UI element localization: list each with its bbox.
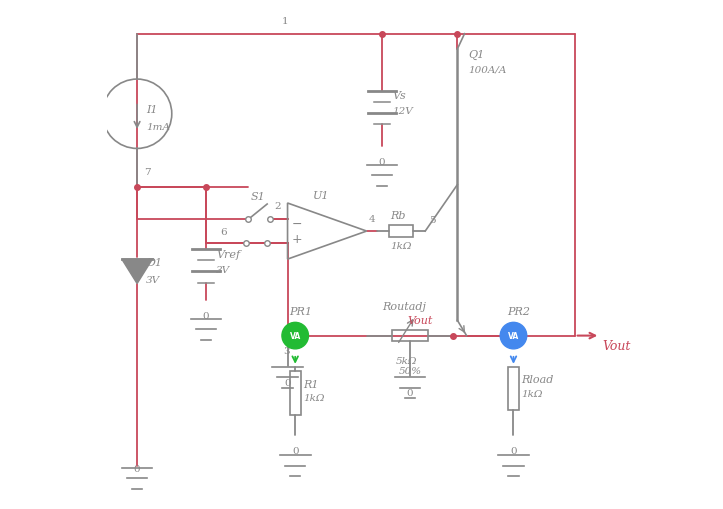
Text: +: +	[291, 233, 302, 246]
Text: U1: U1	[313, 191, 330, 201]
Text: VA: VA	[290, 331, 301, 341]
Text: 4: 4	[369, 214, 376, 223]
Text: 0: 0	[284, 378, 291, 387]
Text: 100A/A: 100A/A	[469, 66, 507, 75]
Text: 3V: 3V	[216, 265, 230, 274]
Text: 1kΩ: 1kΩ	[304, 393, 325, 403]
Text: Vs: Vs	[392, 91, 406, 101]
Circle shape	[282, 323, 309, 349]
Polygon shape	[121, 260, 153, 284]
Text: 12V: 12V	[392, 106, 413, 116]
Text: Vout: Vout	[603, 340, 631, 353]
Text: 0: 0	[134, 464, 140, 473]
Text: 3V: 3V	[146, 275, 161, 285]
Text: 1kΩ: 1kΩ	[521, 389, 543, 398]
Text: 0: 0	[510, 446, 517, 455]
Text: 0: 0	[202, 311, 209, 320]
Text: Rb: Rb	[390, 210, 406, 220]
Text: Vout: Vout	[407, 316, 433, 326]
Text: 0: 0	[406, 388, 414, 398]
Text: 6: 6	[221, 228, 227, 237]
Text: Routadj: Routadj	[382, 301, 426, 312]
Text: D1: D1	[146, 257, 162, 267]
Text: Vref: Vref	[216, 249, 240, 260]
Text: I1: I1	[146, 104, 158, 115]
Bar	[290, 372, 301, 415]
Text: PR2: PR2	[508, 306, 531, 317]
Text: 1: 1	[282, 17, 288, 26]
Text: 2: 2	[275, 201, 281, 210]
Text: R1: R1	[304, 379, 319, 389]
Text: 5: 5	[429, 216, 435, 225]
Text: 3: 3	[283, 347, 290, 356]
Text: Rload: Rload	[521, 375, 554, 385]
Text: VA: VA	[508, 331, 519, 341]
Bar	[389, 226, 414, 237]
Circle shape	[500, 323, 527, 349]
Text: 7: 7	[145, 167, 151, 177]
Bar	[508, 367, 519, 410]
Text: 5kΩ: 5kΩ	[395, 356, 417, 365]
Text: 1kΩ: 1kΩ	[390, 241, 411, 250]
Text: 50%: 50%	[398, 366, 422, 375]
Text: −: −	[291, 217, 302, 231]
Text: 1mA: 1mA	[146, 123, 171, 132]
Text: S1: S1	[251, 192, 265, 202]
Text: Q1: Q1	[469, 50, 485, 60]
Text: PR1: PR1	[289, 306, 312, 317]
Text: 0: 0	[292, 446, 299, 455]
Text: 0: 0	[379, 157, 385, 166]
Bar	[392, 330, 428, 342]
